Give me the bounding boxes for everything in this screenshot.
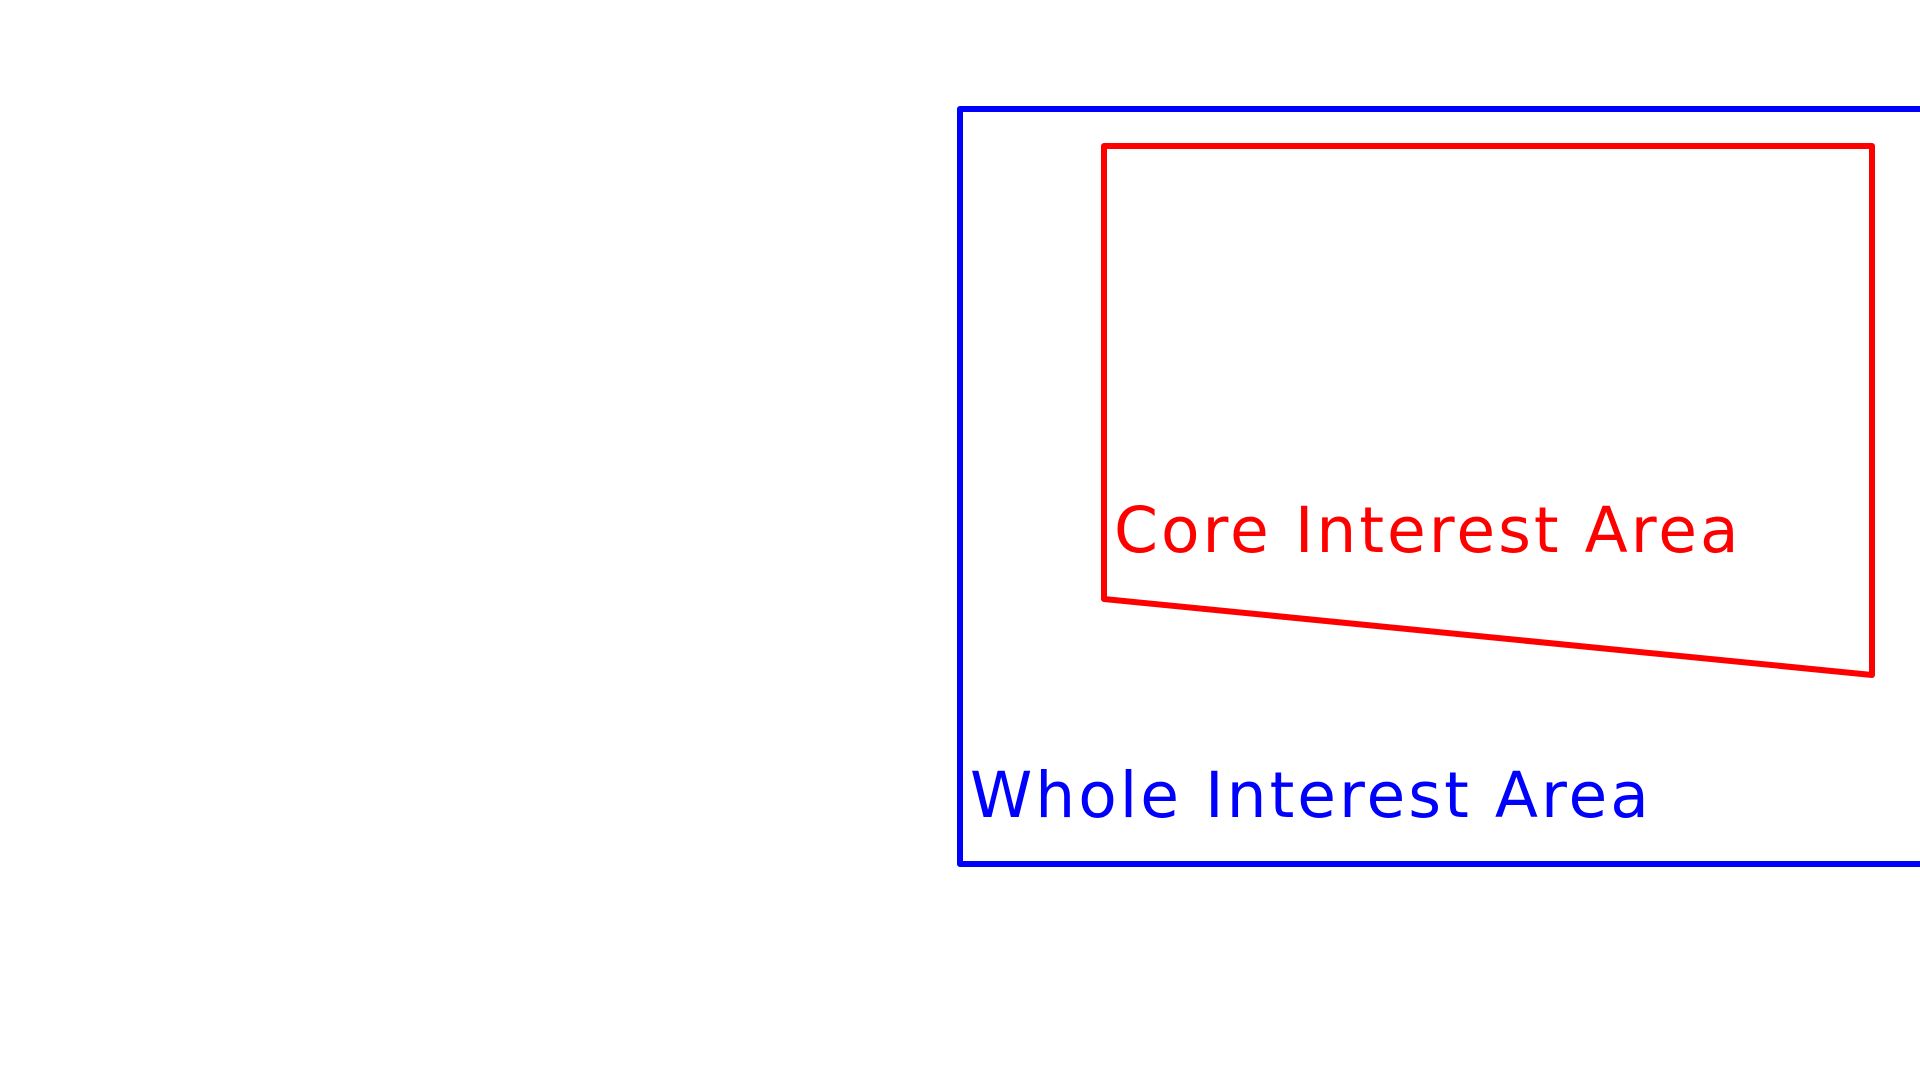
core-interest-area-outline [1101,143,1875,678]
whole-interest-area-outline [957,106,1920,867]
core-interest-area-label: Core Interest Area [1114,494,1742,567]
whole-interest-area-label: Whole Interest Area [970,759,1652,832]
